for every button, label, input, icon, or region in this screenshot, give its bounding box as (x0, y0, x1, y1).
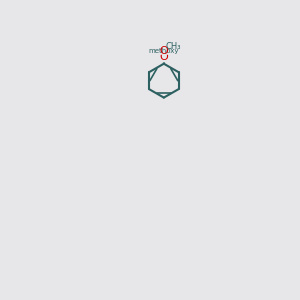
Text: O: O (160, 46, 168, 56)
Text: methoxy: methoxy (148, 48, 179, 54)
Text: CH₃: CH₃ (165, 42, 181, 51)
Text: O: O (160, 52, 168, 62)
